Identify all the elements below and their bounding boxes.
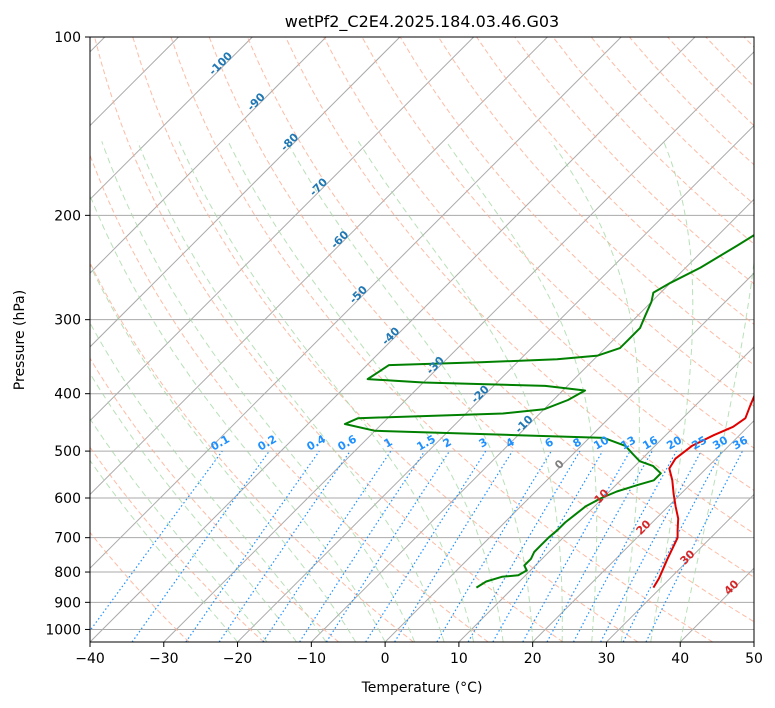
mixing-ratio-line (299, 450, 426, 642)
moist-adiabat (90, 194, 386, 642)
isotherm-line (90, 37, 253, 201)
moist-adiabat (178, 141, 475, 642)
y-tick-label: 700 (54, 531, 81, 547)
y-tick-label: 900 (54, 595, 81, 611)
dry-adiabat (132, 37, 639, 642)
mixing-ratio-line (131, 450, 270, 642)
moist-adiabat (90, 264, 357, 642)
moist-adiabat (445, 141, 598, 642)
y-tick-label: 400 (54, 387, 81, 403)
x-tick-label: −30 (149, 651, 179, 667)
x-tick-label: −40 (75, 651, 105, 667)
y-tick-label: 800 (54, 565, 81, 581)
mixing-ratio-line (522, 450, 631, 642)
mixing-ratio-line (262, 450, 392, 642)
x-tick-label: −20 (223, 651, 253, 667)
y-tick-label: 500 (54, 444, 81, 460)
y-tick-label: 1000 (45, 622, 81, 638)
isotherm-line (606, 493, 754, 642)
mixing-ratio-line (394, 450, 513, 642)
moist-adiabat (227, 141, 504, 642)
moist-adiabat (90, 417, 268, 642)
isotherm-line (90, 37, 401, 348)
moist-adiabat (357, 141, 563, 642)
dry-adiabat (514, 37, 754, 285)
dry-adiabat (437, 37, 754, 366)
x-axis-label: Temperature (°C) (361, 680, 483, 696)
moist-adiabat (90, 321, 327, 642)
mixing-ratio-line (546, 450, 653, 642)
temperature-profile (652, 393, 754, 589)
y-tick-label: 300 (54, 313, 81, 329)
moist-adiabat (650, 141, 694, 642)
x-tick-label: 40 (671, 651, 689, 667)
isotherm-line (90, 37, 696, 642)
axis-ticks: −40 −30 −20 −10 0 10 20 30 40 50 100 200 300 400 500 60… (45, 30, 763, 667)
x-tick-label: 10 (450, 651, 468, 667)
dry-adiabat (90, 153, 489, 642)
x-tick-label: 30 (598, 651, 616, 667)
dry-adiabat (94, 37, 564, 642)
moist-adiabat (90, 372, 297, 642)
dry-adiabat (208, 37, 754, 623)
mixing-ratio-line (185, 450, 320, 642)
plot-frame (89, 36, 755, 643)
dry-adiabat (323, 37, 754, 492)
dry-adiabat (90, 261, 414, 642)
dry-adiabat (90, 357, 339, 642)
isotherm-line (90, 37, 548, 496)
moist-adiabat (137, 141, 445, 642)
dry-adiabat (285, 37, 754, 535)
isotherm-line (90, 37, 327, 274)
isotherm-line (90, 37, 622, 569)
mixing-ratio-line (90, 450, 223, 632)
x-tick-label: 20 (524, 651, 542, 667)
y-tick-label: 600 (54, 491, 81, 507)
profile-lines (343, 234, 754, 589)
isotherm-line (458, 346, 754, 642)
x-tick-label: 0 (381, 651, 390, 667)
background-lines (90, 37, 754, 642)
moist-adiabat (679, 257, 754, 642)
dry-adiabat (170, 37, 713, 642)
moist-adiabat (101, 141, 416, 642)
isotherm-line (384, 272, 754, 642)
x-tick-label: 50 (745, 651, 763, 667)
isotherm-line (90, 37, 475, 422)
dry-adiabat (361, 37, 754, 449)
moist-adiabat (551, 141, 640, 642)
mixing-ratio-line (645, 450, 744, 642)
mixing-ratio-line (218, 450, 351, 642)
isotherm-line (163, 51, 754, 642)
chart-title: wetPf2_C2E4.2025.184.03.46.G03 (285, 12, 559, 32)
moist-adiabat (90, 459, 238, 642)
y-tick-label: 100 (54, 30, 81, 46)
dry-adiabat (90, 531, 190, 642)
mixing-ratio-line (572, 450, 677, 642)
y-tick-label: 200 (54, 208, 81, 224)
isotherm-line (532, 419, 754, 642)
isotherm-line (237, 124, 754, 642)
y-axis-label: Pressure (hPa) (12, 290, 28, 390)
dewpoint-profile (343, 234, 754, 589)
mixing-ratio-line (325, 450, 450, 642)
dry-adiabat (90, 446, 265, 642)
moist-adiabat (286, 141, 534, 642)
x-tick-label: −10 (297, 651, 327, 667)
